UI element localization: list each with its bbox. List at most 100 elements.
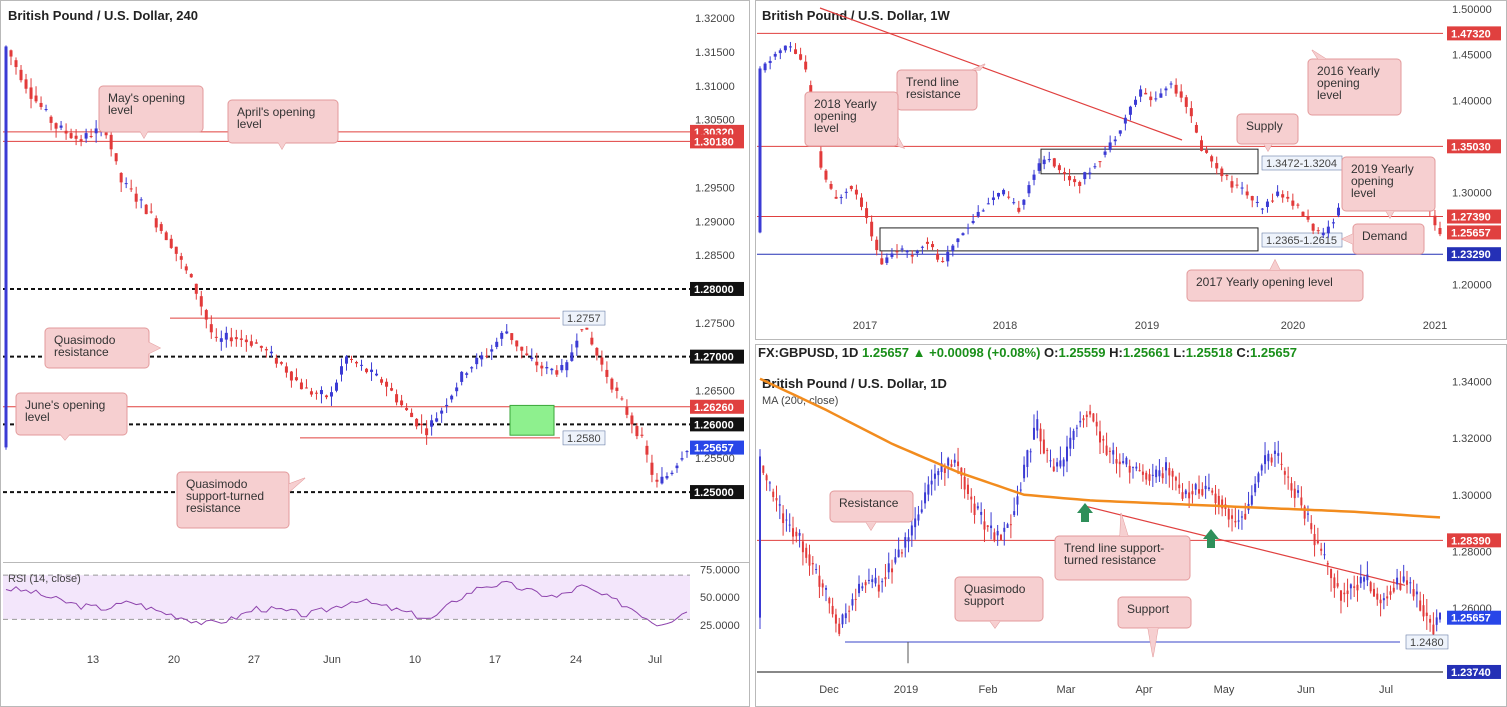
candle xyxy=(794,49,798,54)
daily-callout-support-text: Support xyxy=(1127,602,1170,616)
candle xyxy=(801,541,804,553)
candle xyxy=(1240,516,1243,518)
candle xyxy=(1184,97,1188,107)
candle xyxy=(1123,117,1127,124)
candle xyxy=(1108,142,1112,151)
rsi-line xyxy=(5,580,688,627)
candle xyxy=(1105,445,1108,455)
candle xyxy=(1012,202,1016,204)
candle xyxy=(1303,506,1306,519)
candle xyxy=(1359,576,1362,584)
candle xyxy=(279,362,283,364)
candle xyxy=(1194,124,1198,133)
h4-callout-quasimodo-resistance-pointer-fill xyxy=(148,342,160,354)
h4-callout-quasimodo-support-text: resistance xyxy=(186,501,241,515)
candle xyxy=(329,392,333,397)
candle xyxy=(808,554,811,566)
candle xyxy=(1013,511,1016,516)
y-tick-label: 1.26500 xyxy=(695,386,735,398)
candle xyxy=(1039,428,1042,442)
x-tick-label: 2019 xyxy=(894,684,918,696)
candle xyxy=(480,355,484,360)
h4-callout-april-pointer-fill xyxy=(278,142,286,149)
candle xyxy=(1141,471,1144,475)
rsi-band xyxy=(3,575,690,620)
price-label-bg xyxy=(1447,26,1501,41)
candle xyxy=(1435,617,1438,625)
candle xyxy=(910,525,913,536)
candle xyxy=(1422,605,1425,617)
candle xyxy=(1376,593,1379,600)
candle xyxy=(1301,211,1305,217)
symbol-line-part: C: xyxy=(1236,345,1250,360)
candle xyxy=(440,410,444,414)
price-label-bg xyxy=(690,417,744,432)
candle xyxy=(350,358,354,360)
h4-callout-may-box xyxy=(98,85,204,133)
candle xyxy=(264,349,268,351)
price-label-bg xyxy=(690,485,744,500)
candle xyxy=(1438,228,1442,235)
candle xyxy=(565,362,569,371)
candle xyxy=(920,246,924,248)
candle xyxy=(1098,161,1102,163)
candle xyxy=(895,251,899,253)
candle xyxy=(1207,487,1210,490)
candle xyxy=(1235,184,1239,186)
candle xyxy=(897,549,900,558)
candle xyxy=(970,496,973,500)
candle xyxy=(788,46,792,48)
candle xyxy=(660,476,664,484)
candle xyxy=(345,356,348,364)
candle xyxy=(590,337,594,345)
candle xyxy=(861,586,864,589)
candle xyxy=(645,445,649,455)
x-tick-label: 13 xyxy=(87,654,99,666)
candle xyxy=(455,387,459,392)
candle xyxy=(284,366,288,373)
candle xyxy=(1052,466,1055,472)
y-tick-label: 1.30000 xyxy=(1452,490,1492,502)
candle xyxy=(149,211,153,213)
candle xyxy=(1139,89,1143,97)
candle xyxy=(875,239,879,251)
inline-label: 1.2580 xyxy=(567,433,601,445)
symbol-line-part: 1.25559 xyxy=(1058,345,1109,360)
inline-label-bg xyxy=(562,310,606,326)
candle xyxy=(991,197,995,200)
candle xyxy=(1007,196,1011,198)
candle xyxy=(940,463,943,473)
candle xyxy=(400,400,404,406)
candle xyxy=(1260,465,1263,471)
candle xyxy=(1184,490,1187,495)
demand-range-label: 1.2365-1.2615 xyxy=(1266,235,1337,247)
candle xyxy=(1029,451,1032,453)
candle xyxy=(887,563,890,573)
candle xyxy=(1174,477,1177,481)
candle xyxy=(234,337,238,340)
price-label: 1.26260 xyxy=(694,402,734,414)
candle xyxy=(1161,473,1164,479)
candle xyxy=(963,476,966,490)
candle xyxy=(59,125,63,128)
candle xyxy=(124,183,128,185)
candle xyxy=(1138,469,1141,472)
candle xyxy=(680,458,684,460)
symbol-line-part: H: xyxy=(1109,345,1123,360)
weekly-callout-2017-pointer-fill xyxy=(1270,260,1280,270)
candle xyxy=(1265,201,1269,207)
y-tick-label: 1.45000 xyxy=(1452,50,1492,62)
candle xyxy=(1079,420,1082,423)
candle xyxy=(1179,91,1183,98)
candle xyxy=(854,189,858,195)
candle xyxy=(380,379,384,383)
candle xyxy=(877,584,880,592)
candle xyxy=(795,531,798,537)
price-label: 1.35030 xyxy=(1451,141,1491,153)
candle xyxy=(1019,489,1022,491)
price-label: 1.47320 xyxy=(1451,28,1491,40)
candle xyxy=(990,525,993,529)
weekly-callout-2019-text: opening xyxy=(1351,174,1394,188)
candle xyxy=(1316,230,1320,232)
h4-callout-june-pointer-fill xyxy=(60,434,70,440)
